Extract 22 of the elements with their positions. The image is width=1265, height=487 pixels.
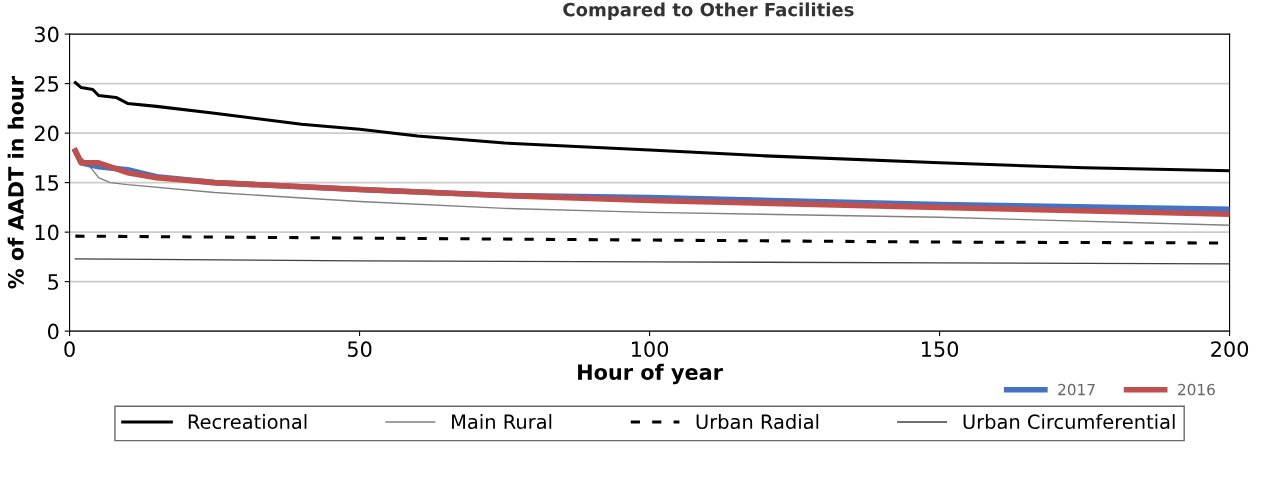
x-tick-label: 150 <box>921 341 959 358</box>
y-tick-label: 10 <box>35 224 59 241</box>
line-series <box>73 81 1230 173</box>
x-tick-label: 200 <box>1211 341 1249 358</box>
x-tick-label: 0 <box>64 341 75 358</box>
legend-label: 2017 <box>1058 383 1095 396</box>
legend-label: Recreational <box>188 414 307 430</box>
y-tick-label: 15 <box>35 175 59 191</box>
legend-label: Main Rural <box>452 414 552 430</box>
y-axis-title: % of AADT in hour <box>7 76 24 289</box>
y-tick-label: 0 <box>47 323 59 340</box>
legend-label: 2016 <box>1178 383 1215 396</box>
x-axis-title: Hour of year <box>578 363 723 385</box>
y-tick-label: 30 <box>34 26 59 43</box>
legend-label: Urban Circumferential <box>963 414 1175 430</box>
y-tick-label: 20 <box>34 125 59 142</box>
x-tick-label: 100 <box>631 341 669 358</box>
legend-label: Urban Radial <box>696 414 819 430</box>
y-tick-label: 5 <box>48 274 59 290</box>
chart-title: Compared to Other Facilities <box>563 2 854 20</box>
x-tick-label: 50 <box>347 341 372 358</box>
y-tick-label: 25 <box>34 76 59 92</box>
